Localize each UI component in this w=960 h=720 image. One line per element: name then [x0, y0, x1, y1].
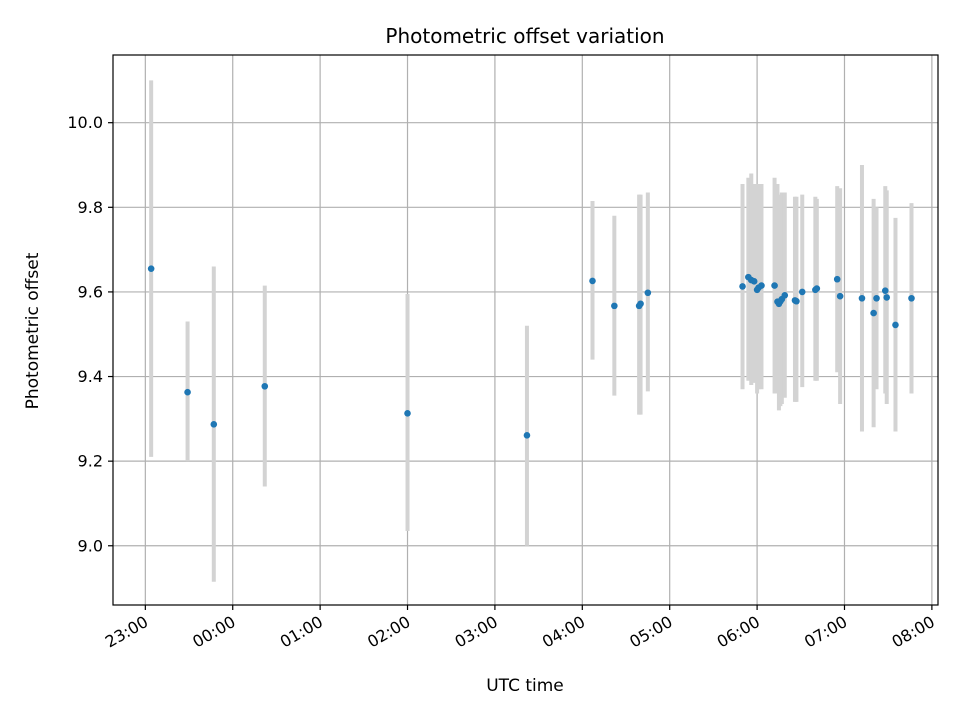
- data-point: [793, 297, 800, 305]
- data-point: [858, 294, 866, 302]
- plot-frame: [112, 54, 939, 606]
- data-point: [523, 432, 531, 439]
- data-point: [873, 294, 880, 302]
- y-tick-label: 10.0: [67, 113, 103, 132]
- data-point: [758, 282, 765, 289]
- data-point: [771, 282, 778, 289]
- data-point: [870, 309, 877, 317]
- y-tick-label: 9.6: [78, 282, 103, 301]
- data-point: [750, 278, 758, 285]
- data-point: [881, 287, 889, 294]
- y-tick-label: 9.0: [78, 536, 103, 555]
- data-point: [739, 283, 746, 290]
- data-point: [892, 321, 899, 329]
- data-point: [611, 302, 618, 310]
- y-tick-label: 9.2: [78, 452, 103, 471]
- data-point: [781, 292, 789, 299]
- data-point: [883, 294, 891, 301]
- data-point: [147, 265, 155, 272]
- x-axis-label: UTC time: [486, 676, 564, 696]
- data-point: [908, 294, 915, 302]
- data-point: [813, 285, 821, 292]
- data-point: [644, 289, 652, 297]
- y-axis-label: Photometric offset: [23, 252, 43, 409]
- y-tick-label: 9.4: [78, 367, 103, 386]
- point-layer: [147, 265, 915, 439]
- data-point: [589, 277, 596, 285]
- chart-title: Photometric offset variation: [385, 24, 664, 48]
- data-point: [798, 288, 806, 296]
- data-point: [184, 388, 191, 396]
- y-tick-label: 9.8: [78, 198, 103, 217]
- data-point: [261, 382, 269, 390]
- data-point: [836, 292, 844, 300]
- data-point: [404, 410, 411, 417]
- data-point: [833, 275, 841, 283]
- data-point: [637, 300, 644, 308]
- data-point: [210, 421, 218, 428]
